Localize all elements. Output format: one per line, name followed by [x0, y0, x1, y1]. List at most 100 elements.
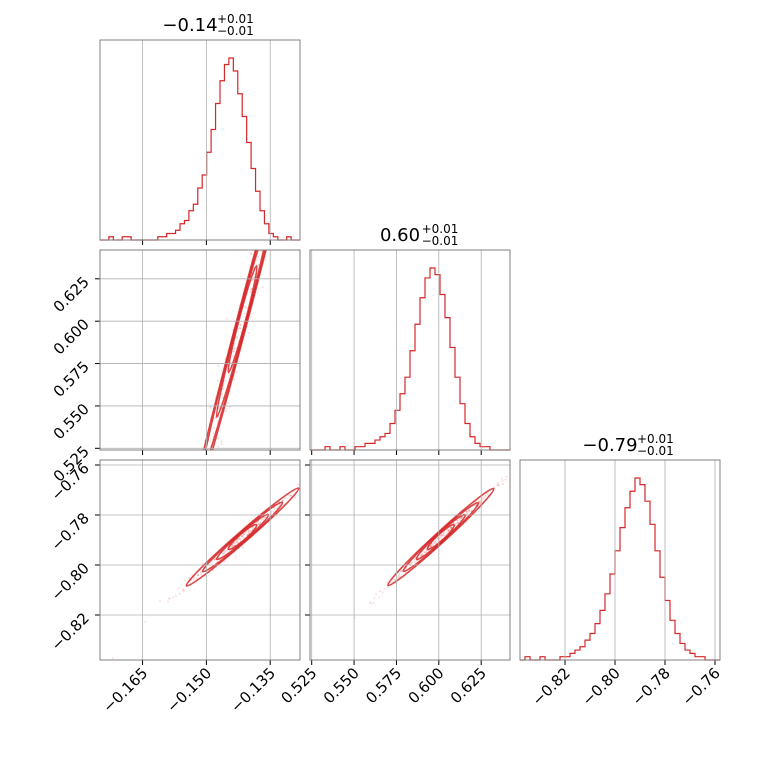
scatter-0-2-point-166 [251, 527, 254, 530]
scatter-0-1-point-124 [213, 432, 215, 435]
scatter-0-1-point-158 [282, 164, 284, 166]
scatter-1-2-point-133 [447, 529, 450, 532]
scatter-1-2-point-102 [469, 510, 472, 513]
scatter-0-1-point-170 [152, 636, 154, 638]
scatter-0-2-point-14 [184, 579, 187, 582]
scatter-0-2-point-118 [223, 550, 226, 553]
scatter-0-2-point-108 [285, 497, 287, 500]
scatter-0-1-point-80 [272, 194, 274, 196]
scatter-0-2-point-49 [249, 530, 252, 533]
scatter-0-1-point-233 [272, 211, 274, 213]
scatter-0-2-point-56 [237, 538, 240, 540]
scatter-0-2-point-65 [382, 415, 384, 417]
hist-1-title-value: 0.60 [380, 225, 420, 246]
scatter-0-1-point-126 [259, 230, 261, 232]
scatter-0-2-point-32 [234, 540, 237, 543]
scatter-0-2-point-83 [247, 530, 250, 533]
scatter-1-2-point-210 [500, 477, 503, 480]
scatter-0-1-point-121 [213, 426, 215, 429]
scatter-0-2-point-121 [262, 517, 265, 519]
scatter-0-2-point-224 [200, 570, 203, 573]
scatter-1-2-point-52 [478, 500, 481, 503]
scatter-0-1-point-204 [295, 151, 297, 153]
hist-0-frame [99, 39, 301, 241]
scatter-0-1-point-226 [204, 461, 206, 463]
scatter-0-2-point-112 [283, 497, 286, 500]
scatter-0-1-point-92 [262, 237, 264, 239]
scatter-0-2-point-243 [270, 509, 273, 512]
scatter-0-1-point-206 [295, 117, 297, 119]
scatter-0-1-point-133 [214, 416, 217, 419]
scatter-0-2-point-143 [224, 549, 226, 552]
scatter-0-1-point-54 [270, 187, 272, 189]
scatter-0-2-point-248 [213, 558, 216, 561]
scatter-0-2-ytick-label-1: −0.80 [48, 559, 93, 604]
scatter-0-2-point-81 [238, 537, 240, 539]
scatter-1-2-point-1 [468, 508, 471, 511]
scatter-1-2-point-185 [484, 494, 487, 497]
scatter-0-1-point-41 [220, 393, 223, 396]
scatter-0-1-point-71 [239, 324, 242, 326]
scatter-1-2-point-94 [436, 538, 439, 541]
scatter-1-2-point-222 [493, 486, 496, 489]
scatter-1-2-point-109 [475, 500, 478, 503]
scatter-1-2-points [353, 466, 518, 619]
scatter-0-1-point-157 [233, 347, 236, 350]
scatter-0-1-point-184 [222, 388, 225, 391]
scatter-1-2-point-218 [432, 541, 435, 543]
scatter-0-2-point-1 [277, 505, 280, 508]
scatter-0-2-point-6 [211, 561, 214, 563]
scatter-0-1-contour-2 [201, 250, 284, 450]
scatter-0-2-point-20 [182, 589, 185, 592]
scatter-0-1-point-208 [235, 371, 238, 374]
scatter-1-2-point-6 [397, 575, 400, 578]
scatter-1-2-point-160 [467, 509, 470, 512]
scatter-0-1-point-73 [245, 307, 248, 310]
scatter-0-1-ytick-label-1: 0.550 [50, 400, 93, 443]
scatter-1-2-point-220 [409, 562, 411, 565]
scatter-0-2-point-22 [223, 560, 226, 563]
scatter-1-2-point-170 [375, 593, 378, 596]
scatter-0-1-point-231 [216, 452, 218, 454]
hist-1-title-sup: +0.01 [422, 222, 459, 236]
scatter-0-1-point-143 [234, 342, 236, 345]
scatter-0-1-point-256 [220, 440, 223, 443]
scatter-0-1-point-95 [252, 278, 255, 281]
scatter-1-2-point-135 [456, 519, 459, 522]
scatter-1-2-point-144 [516, 466, 518, 468]
scatter-0-1-point-179 [259, 258, 261, 261]
scatter-0-2-xtick-label-0: −0.165 [99, 664, 151, 716]
scatter-1-2-frame [309, 459, 511, 661]
scatter-0-1-ytick-label-2: 0.575 [50, 358, 93, 401]
scatter-1-2-point-108 [400, 569, 403, 572]
scatter-1-2-point-43 [455, 522, 458, 525]
scatter-0-1-point-82 [271, 217, 273, 219]
scatter-0-2-point-107 [247, 530, 250, 533]
scatter-0-1-point-139 [250, 290, 252, 293]
scatter-0-1-point-29 [179, 503, 181, 505]
scatter-0-2-point-225 [183, 589, 186, 592]
scatter-0-1-point-5 [247, 331, 250, 334]
scatter-1-2-point-119 [414, 561, 416, 563]
scatter-1-2-point-95 [438, 536, 441, 539]
scatter-0-1-point-194 [172, 594, 174, 596]
scatter-1-2-point-67 [434, 542, 436, 545]
scatter-0-2-point-64 [197, 574, 200, 577]
scatter-1-2-point-5 [387, 586, 389, 588]
scatter-0-1-point-46 [209, 451, 211, 453]
scatter-1-2-point-3 [465, 511, 468, 513]
scatter-0-1-point-163 [202, 475, 204, 477]
scatter-1-2-point-194 [497, 482, 499, 484]
scatter-0-2-point-86 [245, 531, 247, 534]
scatter-0-1-point-172 [195, 479, 197, 481]
scatter-1-2-point-225 [429, 545, 432, 547]
scatter-0-2-point-13 [231, 544, 234, 547]
scatter-0-2-point-222 [289, 494, 292, 497]
scatter-0-1-point-44 [262, 231, 264, 233]
scatter-0-2-point-205 [213, 558, 216, 561]
scatter-0-1-contour-0 [227, 265, 258, 374]
scatter-1-2-point-128 [447, 530, 450, 532]
scatter-0-2-point-163 [304, 480, 306, 482]
scatter-1-2-point-105 [399, 570, 402, 573]
scatter-1-2-point-16 [429, 545, 432, 548]
